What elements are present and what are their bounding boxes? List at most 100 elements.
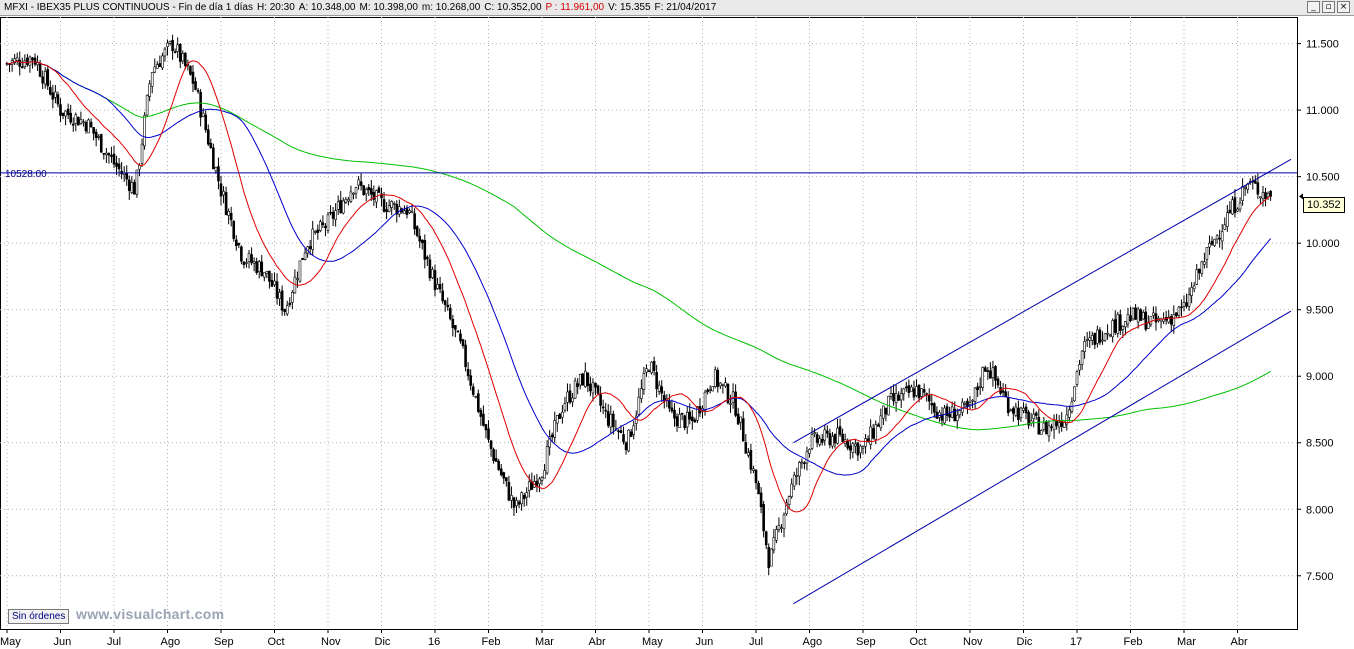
candle-body — [214, 167, 218, 172]
candle-body — [497, 460, 500, 470]
candle-body — [780, 527, 783, 529]
candle-body — [691, 416, 694, 421]
candle-body — [599, 394, 602, 406]
x-tick-label: Dic — [375, 636, 391, 648]
candle-body — [553, 420, 557, 438]
candle-body — [59, 104, 62, 116]
candle-body — [1238, 202, 1242, 210]
candle-body — [1017, 407, 1020, 420]
candle-body — [696, 406, 699, 421]
candle-body — [466, 368, 470, 377]
x-tick-label: Oct — [268, 636, 285, 648]
candle-body — [836, 427, 839, 444]
candle-body — [683, 415, 686, 429]
candle-body — [250, 254, 253, 264]
candle-body — [494, 458, 498, 462]
candle-body — [940, 414, 944, 421]
candle-body — [461, 339, 465, 346]
candle-body — [688, 411, 692, 420]
candle-body — [438, 284, 442, 290]
candle-body — [178, 44, 182, 62]
title-prev: P : 11.961,00 — [545, 2, 605, 13]
candle-body — [418, 235, 422, 242]
candle-body — [1103, 333, 1107, 341]
candle-body — [349, 191, 353, 202]
candle-body — [112, 153, 116, 165]
candle-body — [645, 368, 648, 373]
candle-body — [505, 477, 508, 482]
candle-body — [502, 472, 506, 479]
candle-body — [354, 187, 358, 194]
candle-body — [237, 243, 241, 246]
candle-body — [1261, 192, 1265, 200]
candle-body — [912, 388, 916, 398]
candle-body — [135, 169, 139, 195]
candle-body — [581, 373, 585, 386]
candle-body — [443, 300, 447, 305]
candle-body — [181, 53, 185, 62]
candle-body — [41, 76, 44, 84]
x-tick-label: Dic — [1017, 636, 1033, 648]
candle-body — [1185, 302, 1188, 307]
candle-body — [622, 434, 625, 443]
candle-body — [189, 65, 192, 75]
candle-body — [341, 200, 345, 214]
candle-body — [1106, 332, 1109, 335]
candle-body — [1062, 422, 1066, 428]
y-tick-label: 9.500 — [1306, 305, 1334, 317]
candle-body — [685, 412, 689, 428]
candle-body — [1052, 420, 1056, 430]
candle-body — [790, 483, 793, 497]
candle-body — [77, 116, 80, 126]
candle-body — [168, 41, 172, 44]
candle-body — [1139, 309, 1142, 321]
restore-button[interactable]: ▫ — [1322, 1, 1335, 13]
candle-body — [140, 143, 144, 164]
candle-body — [767, 547, 771, 569]
orders-button[interactable]: Sin órdenes — [8, 609, 70, 624]
candle-body — [184, 52, 187, 67]
candle-body — [1213, 238, 1216, 246]
candle-body — [866, 438, 870, 443]
price-chart[interactable]: 7.500 8.000 8.500 9.000 9.500 10.000 10.500 11.… — [0, 17, 1354, 649]
candle-body — [522, 494, 526, 500]
candle-body — [420, 239, 424, 244]
y-tick-label: 7.500 — [1306, 571, 1334, 583]
candle-body — [291, 292, 294, 303]
candle-body — [596, 385, 600, 394]
close-button[interactable]: × — [1337, 1, 1350, 13]
candle-body — [436, 284, 439, 289]
candle-body — [110, 154, 113, 157]
candle-body — [1259, 196, 1262, 199]
candle-body — [1175, 312, 1178, 317]
candle-body — [1096, 329, 1099, 344]
candle-body — [499, 468, 503, 476]
candle-body — [1126, 314, 1130, 325]
candle-body — [173, 51, 177, 53]
candle-body — [983, 367, 987, 372]
candle-body — [326, 214, 330, 231]
title-instrument: MFXI - IBEX35 PLUS CONTINUOUS - Fin de d… — [4, 2, 253, 13]
ma-slow-line — [6, 60, 1271, 431]
minimize-button[interactable]: _ — [1307, 1, 1320, 13]
x-tick-label: Nov — [963, 636, 983, 648]
candle-body — [744, 442, 748, 454]
candle-body — [670, 407, 674, 412]
candle-body — [759, 492, 763, 508]
candle-body — [94, 131, 98, 138]
candle-body — [459, 333, 462, 342]
candle-body — [673, 409, 676, 419]
candle-body — [861, 446, 865, 449]
candle-body — [426, 256, 429, 260]
candle-body — [629, 431, 633, 437]
candle-body — [558, 413, 562, 419]
candle-body — [61, 112, 65, 117]
candle-body — [1037, 416, 1041, 435]
candle-body — [372, 191, 376, 200]
candle-body — [56, 94, 60, 105]
candle-body — [265, 270, 269, 274]
candle-body — [331, 211, 335, 219]
x-tick-label: Sep — [214, 636, 234, 648]
candle-body — [527, 481, 531, 491]
candle-body — [1065, 414, 1069, 425]
